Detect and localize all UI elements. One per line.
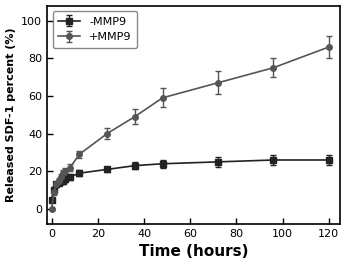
Y-axis label: Released SDF-1 percent (%): Released SDF-1 percent (%) — [6, 28, 16, 202]
Legend: -MMP9, +MMP9: -MMP9, +MMP9 — [53, 11, 137, 48]
X-axis label: Time (hours): Time (hours) — [139, 244, 248, 259]
